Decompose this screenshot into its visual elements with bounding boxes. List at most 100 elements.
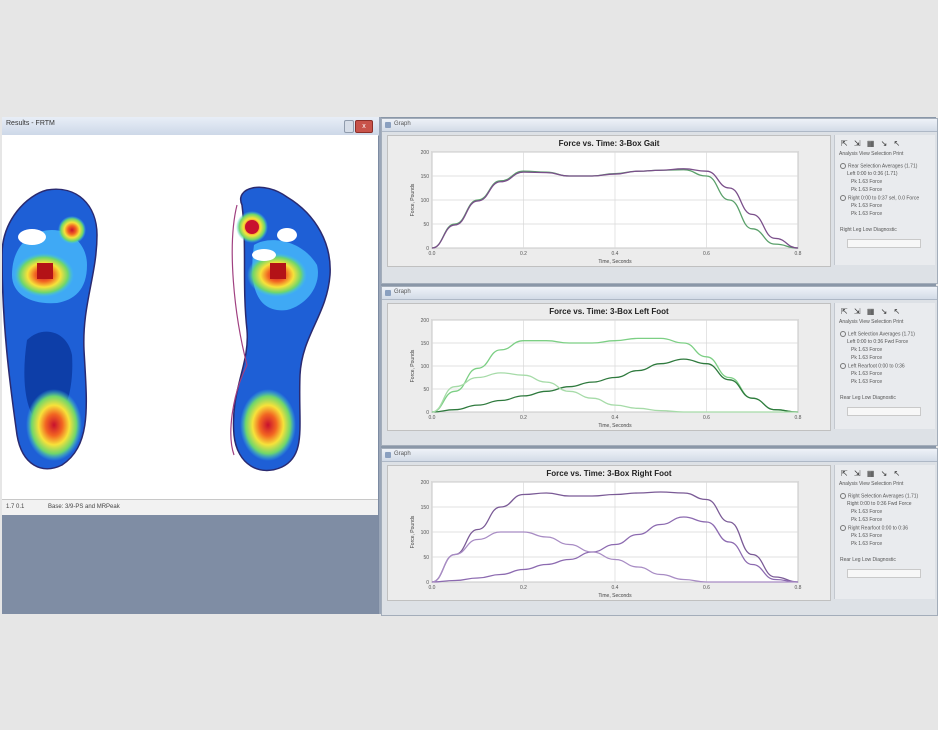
left-foot (1, 188, 98, 470)
force-time-chart[interactable]: 0 50 100 150 200 0.0 0.2 0.4 0.6 0.8 Force, Pounds… (388, 136, 830, 266)
options-footer: Rear Leg Low Diagnostic (840, 557, 896, 563)
radio-icon (840, 163, 846, 169)
legend-item[interactable]: Right 0:00 to 0:37 sel, 0.0 Force (840, 195, 919, 201)
window-title: Results - FRTM (6, 120, 55, 127)
y-tick-label: 100 (421, 530, 430, 536)
legend-item: Pk 1.63 Force (851, 203, 883, 209)
options-input[interactable] (847, 569, 921, 578)
left-window-empty-area (2, 515, 378, 614)
foot-pressure-map (1, 186, 331, 472)
legend-item: Pk 1.63 Force (851, 371, 883, 377)
chart-title: Force vs. Time: 3-Box Gait (558, 139, 660, 148)
chart-menu[interactable]: Analysis View Selection Print (839, 319, 904, 325)
x-tick-label: 0.0 (429, 415, 436, 421)
chart-menu[interactable]: Analysis View Selection Print (839, 481, 904, 487)
options-input[interactable] (847, 407, 921, 416)
series-line-gait_right[interactable] (431, 168, 799, 249)
chart-menu[interactable]: Analysis View Selection Print (839, 151, 904, 157)
pressure-map-titlebar[interactable]: Results - FRTM x (2, 117, 379, 136)
y-axis-label: Force, Pounds (410, 515, 416, 548)
legend-item: Pk 1.63 Force (851, 187, 883, 193)
y-tick-label: 150 (421, 341, 430, 347)
x-tick-label: 0.6 (703, 415, 710, 421)
graph-pane-titlebar[interactable]: Graph (382, 119, 937, 132)
options-input[interactable] (847, 239, 921, 248)
y-tick-label: 50 (423, 222, 429, 228)
y-tick-label: 150 (421, 505, 430, 511)
legend-item[interactable]: Left 0:00 to 0:36 Fwd Force (847, 339, 909, 345)
legend-item[interactable]: Left Selection Averages (1.71) (840, 331, 915, 337)
y-tick-label: 200 (421, 318, 430, 324)
series-line-left_total[interactable] (431, 337, 799, 413)
series-line-right_fore[interactable] (431, 516, 799, 583)
x-tick-label: 0.8 (795, 251, 802, 257)
graph-pane-titlebar[interactable]: Graph (382, 287, 937, 300)
graph-pane-gait: Graph Force vs. Time: 3-Box Gait 0 50 100 1… (381, 118, 938, 284)
legend-item[interactable]: Right Rearfoot 0:00 to 0:36 (840, 525, 908, 531)
series-line-left_fore[interactable] (431, 358, 799, 413)
pressure-map-canvas[interactable] (1, 135, 378, 515)
x-tick-label: 0.6 (703, 251, 710, 257)
graph-pane-right-foot: Graph Force vs. Time: 3-Box Right Foot 0… (381, 448, 938, 616)
status-info: Base: 3/9-PS and MRPeak (48, 504, 120, 510)
x-axis-label: Time, Seconds (598, 259, 632, 265)
radio-icon (840, 525, 846, 531)
y-axis-label: Force, Pounds (410, 349, 416, 382)
y-tick-label: 0 (426, 580, 429, 586)
chart-area: Force vs. Time: 3-Box Left Foot 0 50 100 15… (387, 303, 831, 431)
radio-icon (840, 493, 846, 499)
status-bar: 1.7 0.1 Base: 3/9-PS and MRPeak (2, 499, 378, 516)
legend-item: Pk 1.63 Force (851, 347, 883, 353)
legend-item[interactable]: Right Selection Averages (1.71) (840, 493, 918, 499)
x-tick-label: 0.0 (429, 585, 436, 591)
graph-pane-left-foot: Graph Force vs. Time: 3-Box Left Foot 0 5… (381, 286, 938, 446)
legend-item[interactable]: Right 0:00 to 0:36 Fwd Force (847, 501, 912, 507)
window-icon (385, 452, 391, 458)
x-tick-label: 0.2 (520, 251, 527, 257)
graph-pane-titlebar[interactable]: Graph (382, 449, 937, 462)
legend-item[interactable]: Left 0:00 to 0:36 (1.71) (847, 171, 898, 177)
right-foot (230, 186, 331, 472)
chart-title: Force vs. Time: 3-Box Left Foot (549, 307, 669, 316)
window-icon (385, 290, 391, 296)
legend-item: Pk 1.63 Force (851, 509, 883, 515)
chart-options-panel: ⇱ ⇲ ▦ ↘ ↖ Analysis View Selection Print … (834, 303, 935, 429)
legend-item[interactable]: Left Rearfoot 0:00 to 0:36 (840, 363, 905, 369)
y-tick-label: 100 (421, 198, 430, 204)
series-line-right_total[interactable] (431, 491, 799, 583)
radio-icon (840, 331, 846, 337)
x-tick-label: 0.6 (703, 585, 710, 591)
series-line-right_rear[interactable] (431, 531, 798, 583)
legend-item: Pk 1.63 Force (851, 517, 883, 523)
legend-item: Pk 1.63 Force (851, 355, 883, 361)
force-time-chart[interactable]: 0 50 100 150 200 0.0 0.2 0.4 0.6 0.8 Force, Pounds… (388, 466, 830, 600)
legend-item: Pk 1.63 Force (851, 379, 883, 385)
chart-toolbar[interactable]: ⇱ ⇲ ▦ ↘ ↖ (841, 307, 903, 316)
chart-title: Force vs. Time: 3-Box Right Foot (546, 469, 672, 478)
x-tick-label: 0.8 (795, 415, 802, 421)
x-tick-label: 0.4 (612, 251, 619, 257)
series-line-left_rear[interactable] (431, 372, 798, 413)
close-button[interactable]: x (355, 120, 373, 133)
legend-item[interactable]: Rear Selection Averages (1.71) (840, 163, 917, 169)
y-tick-label: 200 (421, 150, 430, 156)
legend-item: Pk 1.63 Force (851, 179, 883, 185)
y-tick-label: 150 (421, 174, 430, 180)
y-axis-label: Force, Pounds (410, 183, 416, 216)
radio-icon (840, 363, 846, 369)
status-coordinates: 1.7 0.1 (6, 504, 25, 510)
minimize-button[interactable] (344, 120, 354, 133)
chart-toolbar[interactable]: ⇱ ⇲ ▦ ↘ ↖ (841, 469, 903, 478)
x-tick-label: 0.2 (520, 585, 527, 591)
y-tick-label: 0 (426, 246, 429, 252)
y-tick-label: 50 (423, 555, 429, 561)
y-tick-label: 200 (421, 480, 430, 486)
pressure-map-window: Results - FRTM x (1, 117, 381, 614)
x-tick-label: 0.4 (612, 585, 619, 591)
y-tick-label: 50 (423, 387, 429, 393)
force-time-chart[interactable]: 0 50 100 150 200 0.0 0.2 0.4 0.6 0.8 Force, Pounds… (388, 304, 830, 430)
y-tick-label: 0 (426, 410, 429, 416)
legend-item: Pk 1.63 Force (851, 211, 883, 217)
chart-toolbar[interactable]: ⇱ ⇲ ▦ ↘ ↖ (841, 139, 903, 148)
chart-options-panel: ⇱ ⇲ ▦ ↘ ↖ Analysis View Selection Print … (834, 135, 935, 265)
